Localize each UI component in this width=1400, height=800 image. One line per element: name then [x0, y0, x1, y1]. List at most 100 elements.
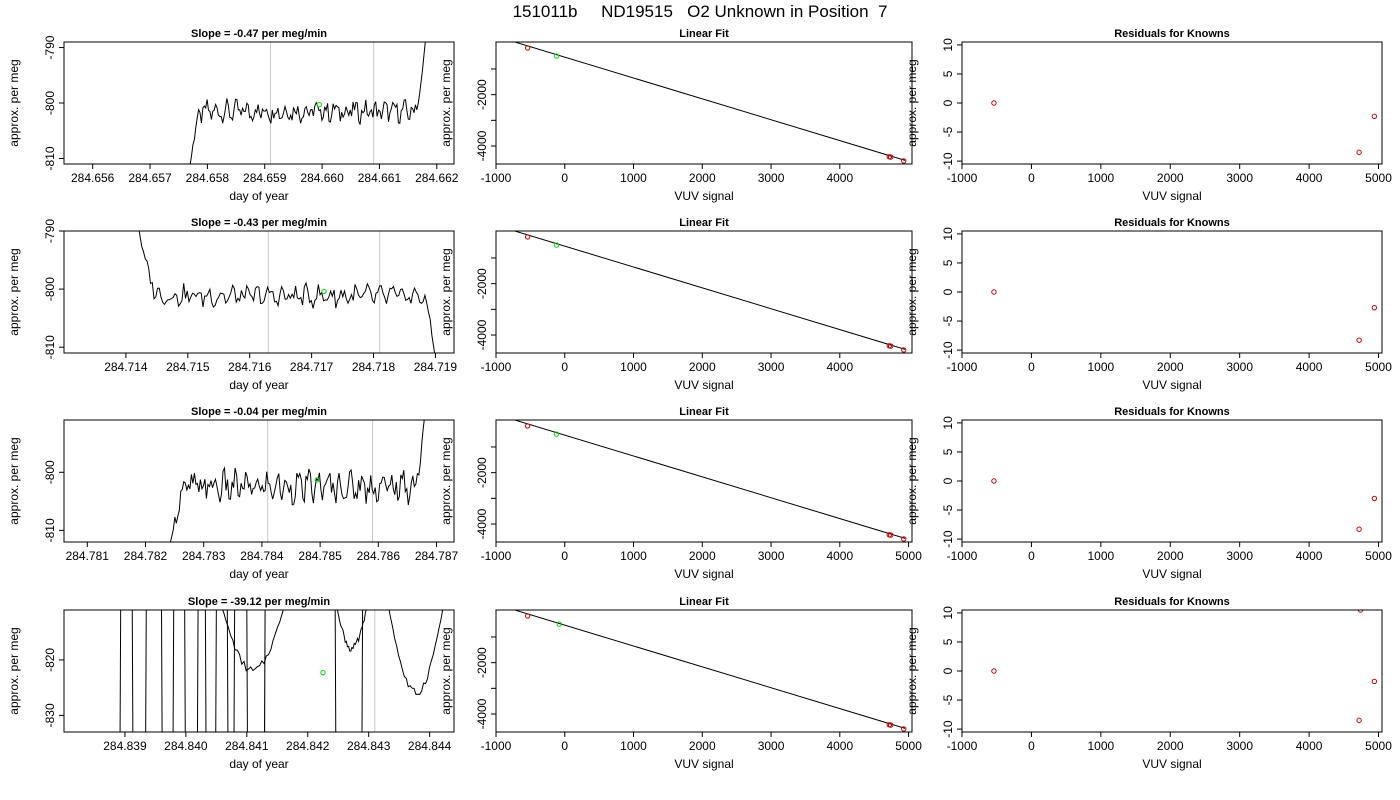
x-tick-label: 2000 — [1157, 171, 1184, 185]
x-tick-label: 1000 — [1087, 549, 1114, 563]
data-layer — [189, 42, 426, 164]
known-point — [524, 45, 531, 51]
unknown-point — [553, 242, 560, 248]
panel-title: Linear Fit — [679, 596, 729, 608]
x-axis-label: day of year — [229, 189, 288, 203]
x-tick-label: 0 — [561, 739, 568, 753]
x-tick-label: -1000 — [947, 171, 978, 185]
known-point — [901, 536, 907, 542]
panel-r1-c1: Linear Fit VUV signal approx. per meg -1000… — [439, 217, 913, 392]
x-tick-label: 284.662 — [415, 171, 459, 185]
x-tick-label: 3000 — [1226, 739, 1253, 753]
y-tick-label: -5 — [941, 694, 955, 705]
panel-title: Slope = -0.43 per meg/min — [191, 217, 327, 229]
x-tick-label: 284.783 — [182, 549, 226, 563]
y-tick-label: 10 — [941, 416, 955, 430]
x-tick-label: 284.784 — [240, 549, 284, 563]
x-tick-label: -1000 — [947, 549, 978, 563]
known-point — [887, 343, 894, 349]
x-tick-label: 284.716 — [228, 360, 272, 374]
x-tick-label: 284.839 — [103, 739, 147, 753]
y-tick-label: -5 — [941, 504, 955, 515]
spike-trace — [226, 610, 229, 732]
x-tick-label: 284.840 — [164, 739, 208, 753]
x-axis-label: day of year — [229, 757, 288, 771]
plot-frame — [495, 419, 913, 543]
x-tick-label: 3000 — [758, 360, 785, 374]
spike-trace — [119, 610, 122, 732]
x-tick-label: 3000 — [1226, 171, 1253, 185]
spike-trace — [361, 610, 364, 732]
x-tick-label: 4000 — [1296, 171, 1323, 185]
signal-trace — [169, 420, 425, 542]
known-point — [524, 423, 531, 429]
x-tick-label: -1000 — [481, 739, 512, 753]
y-tick-label: 10 — [941, 227, 955, 241]
plot-frame — [961, 41, 1383, 165]
unknown-point — [320, 669, 326, 676]
residual-point — [1371, 113, 1378, 120]
y-tick-label: -2000 — [475, 79, 489, 110]
spike-trace — [184, 610, 186, 732]
y-tick-label: -790 — [43, 35, 57, 59]
signal-trace — [189, 42, 426, 164]
known-point — [524, 234, 531, 240]
y-axis-label: approx. per meg — [439, 627, 453, 714]
y-tick-label: -4000 — [475, 319, 489, 350]
y-tick-label: -5 — [941, 126, 955, 137]
x-tick-label: 284.785 — [298, 549, 342, 563]
x-tick-label: 284.714 — [104, 360, 148, 374]
residual-point — [1371, 495, 1378, 502]
panel-r3-c0: Slope = -39.12 per meg/min day of year app… — [7, 596, 455, 771]
y-tick-label: -2000 — [475, 457, 489, 488]
y-axis-label: approx. per meg — [7, 627, 21, 714]
y-tick-label: -830 — [43, 703, 57, 727]
y-tick-label: -810 — [43, 335, 57, 359]
known-point — [887, 532, 894, 538]
y-axis-label: approx. per meg — [905, 627, 919, 714]
figure-title: 151011b ND19515 O2 Unknown in Position 7 — [512, 2, 888, 21]
y-axis-label: approx. per meg — [905, 437, 919, 524]
x-tick-label: 284.656 — [71, 171, 115, 185]
x-axis-label: VUV signal — [1142, 189, 1201, 203]
x-axis-label: day of year — [229, 378, 288, 392]
panel-title: Linear Fit — [679, 406, 729, 418]
known-point — [887, 722, 894, 728]
panel-r2-c1: Linear Fit VUV signal approx. per meg -1000… — [439, 406, 922, 581]
spike-trace — [131, 610, 134, 732]
x-tick-label: 5000 — [1365, 171, 1392, 185]
spike-trace — [161, 610, 163, 732]
x-tick-label: 284.657 — [128, 171, 172, 185]
fit-line — [513, 42, 906, 161]
plot-frame — [63, 419, 455, 543]
x-tick-label: 1000 — [620, 360, 647, 374]
x-tick-label: 284.781 — [66, 549, 110, 563]
x-tick-label: 284.843 — [347, 739, 391, 753]
x-tick-label: -1000 — [481, 360, 512, 374]
y-tick-label: -10 — [941, 341, 955, 359]
y-tick-label: -4000 — [475, 508, 489, 539]
y-tick-label: 5 — [941, 638, 955, 645]
x-axis-label: day of year — [229, 567, 288, 581]
x-tick-label: 284.842 — [286, 739, 330, 753]
x-tick-label: 0 — [1028, 549, 1035, 563]
x-tick-label: 4000 — [1296, 549, 1323, 563]
unknown-point — [321, 288, 327, 295]
data-layer — [991, 610, 1378, 724]
data-layer — [513, 231, 907, 353]
y-tick-label: 5 — [941, 70, 955, 77]
x-tick-label: 3000 — [758, 171, 785, 185]
x-tick-label: 1000 — [620, 549, 647, 563]
panel-title: Slope = -0.04 per meg/min — [191, 406, 327, 418]
spike-trace — [246, 610, 248, 732]
x-axis-label: VUV signal — [1142, 757, 1201, 771]
residual-point — [1371, 304, 1378, 311]
x-tick-label: 284.719 — [414, 360, 458, 374]
x-tick-label: 5000 — [1365, 360, 1392, 374]
data-layer — [119, 610, 454, 732]
x-tick-label: 2000 — [689, 171, 716, 185]
known-point — [901, 158, 907, 164]
x-tick-label: 3000 — [758, 739, 785, 753]
y-axis-label: approx. per meg — [7, 59, 21, 146]
x-tick-label: 284.787 — [415, 549, 459, 563]
